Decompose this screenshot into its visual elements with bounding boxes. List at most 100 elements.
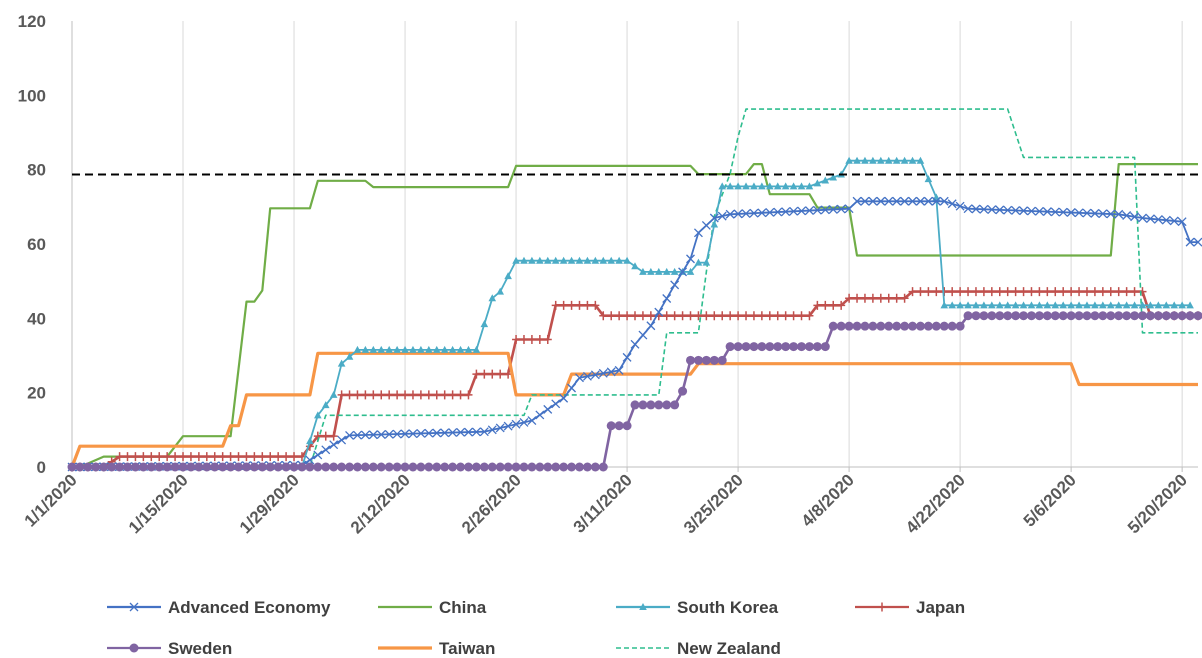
data-point bbox=[543, 404, 553, 414]
data-point bbox=[979, 287, 988, 297]
data-point bbox=[757, 311, 766, 321]
data-point bbox=[1082, 208, 1092, 218]
data-point bbox=[908, 156, 917, 164]
data-point bbox=[726, 311, 735, 321]
data-point bbox=[812, 205, 822, 215]
data-point bbox=[129, 643, 139, 653]
data-point bbox=[598, 368, 608, 378]
data-point bbox=[400, 429, 410, 439]
series-line bbox=[71, 200, 1198, 468]
data-point bbox=[242, 452, 251, 462]
data-point bbox=[408, 429, 418, 439]
data-point bbox=[535, 410, 545, 420]
data-point bbox=[567, 383, 577, 393]
data-point bbox=[773, 342, 783, 352]
legend-item: Taiwan bbox=[378, 639, 495, 658]
data-point bbox=[345, 352, 354, 360]
data-point bbox=[202, 452, 211, 462]
vertical-gridlines bbox=[71, 21, 1183, 467]
data-point bbox=[972, 301, 980, 309]
data-point bbox=[1137, 311, 1147, 321]
data-point bbox=[654, 400, 664, 410]
data-point bbox=[837, 300, 846, 310]
data-point bbox=[1059, 301, 1067, 309]
data-point bbox=[520, 256, 528, 264]
data-point bbox=[463, 462, 473, 472]
data-point bbox=[1042, 311, 1052, 321]
data-point bbox=[654, 267, 663, 275]
data-point bbox=[702, 258, 711, 266]
data-point bbox=[971, 311, 981, 321]
data-point bbox=[820, 205, 830, 215]
series-line bbox=[70, 351, 1198, 468]
data-point bbox=[361, 345, 370, 353]
data-point bbox=[488, 294, 497, 302]
legend-label: Advanced Economy bbox=[168, 598, 331, 617]
y-tick-label: 0 bbox=[37, 458, 46, 477]
data-point bbox=[1130, 311, 1140, 321]
x-tick-label: 3/25/2020 bbox=[680, 470, 747, 537]
data-point bbox=[536, 256, 544, 264]
data-point bbox=[314, 411, 322, 419]
data-point bbox=[384, 429, 394, 439]
data-point bbox=[511, 419, 521, 429]
data-point bbox=[733, 342, 743, 352]
data-point bbox=[646, 311, 655, 321]
data-point bbox=[804, 206, 814, 216]
data-point bbox=[964, 287, 973, 297]
data-point bbox=[781, 311, 790, 321]
data-point bbox=[512, 335, 521, 345]
data-point bbox=[582, 371, 592, 381]
data-point bbox=[1114, 301, 1123, 309]
data-point bbox=[836, 321, 846, 331]
series-advanced-economy bbox=[67, 196, 1202, 472]
data-point bbox=[1145, 214, 1155, 224]
data-point bbox=[226, 462, 236, 472]
data-point bbox=[178, 462, 188, 472]
data-point bbox=[424, 428, 434, 438]
data-point bbox=[575, 373, 584, 383]
data-point bbox=[948, 301, 956, 309]
data-point bbox=[440, 390, 449, 400]
data-point bbox=[282, 452, 291, 462]
data-point bbox=[456, 390, 465, 400]
data-point bbox=[900, 293, 909, 303]
data-point bbox=[559, 393, 569, 403]
data-point bbox=[1011, 301, 1020, 309]
data-point bbox=[631, 311, 639, 321]
data-point bbox=[709, 213, 719, 223]
data-point bbox=[543, 256, 552, 264]
data-point bbox=[1170, 301, 1179, 309]
data-point bbox=[1090, 287, 1099, 297]
data-point bbox=[368, 462, 378, 472]
data-point bbox=[575, 256, 584, 264]
data-point bbox=[353, 345, 362, 353]
data-point bbox=[162, 462, 172, 472]
data-point bbox=[670, 280, 680, 290]
data-point bbox=[218, 452, 227, 462]
data-point bbox=[606, 421, 616, 431]
data-point bbox=[789, 206, 799, 216]
data-point bbox=[1177, 217, 1187, 227]
data-point bbox=[273, 462, 283, 472]
data-point bbox=[353, 430, 362, 440]
data-point bbox=[377, 345, 386, 353]
data-point bbox=[401, 390, 410, 400]
data-point bbox=[369, 345, 378, 353]
data-point bbox=[734, 182, 742, 190]
data-point bbox=[749, 208, 759, 218]
data-point bbox=[1027, 287, 1036, 297]
data-point bbox=[829, 173, 838, 181]
data-point bbox=[931, 321, 941, 331]
data-point bbox=[757, 342, 767, 352]
data-point bbox=[781, 182, 790, 190]
x-tick-label: 4/8/2020 bbox=[798, 470, 858, 530]
data-point bbox=[527, 335, 536, 345]
data-point bbox=[662, 294, 672, 303]
data-point bbox=[622, 421, 632, 431]
y-tick-label: 20 bbox=[27, 384, 46, 403]
data-point bbox=[519, 462, 529, 472]
data-point bbox=[686, 254, 695, 264]
data-point bbox=[67, 462, 77, 472]
data-point bbox=[274, 452, 283, 462]
